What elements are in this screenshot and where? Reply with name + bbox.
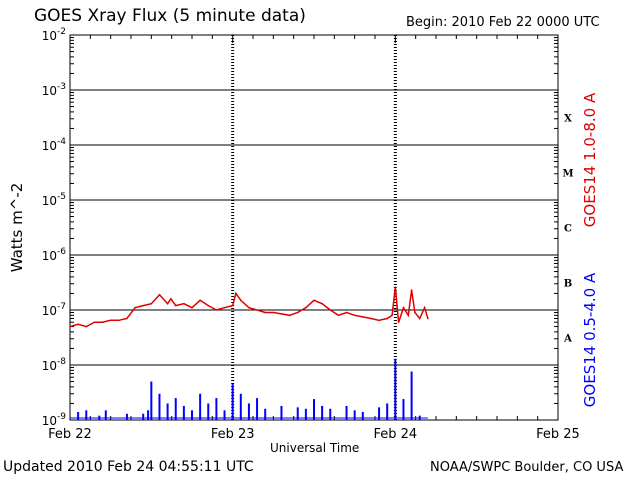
data-point (427, 317, 429, 320)
x-tick-label: Feb 23 (211, 427, 255, 442)
data-point (402, 306, 405, 309)
data-point (240, 299, 242, 302)
data-point (109, 319, 112, 322)
data-point (337, 314, 340, 317)
flare-class-label: M (562, 169, 573, 180)
data-point (345, 311, 348, 314)
data-point (362, 316, 364, 318)
data-point (199, 299, 201, 302)
series-legend-label: GOES14 0.5-4.0 A (581, 272, 599, 407)
data-point (386, 317, 389, 320)
y-tick-label: 10-6 (42, 247, 67, 263)
flare-class-label: A (563, 334, 572, 345)
data-point (223, 306, 226, 309)
data-point (101, 321, 104, 324)
data-point (248, 306, 250, 309)
data-point (134, 306, 136, 309)
y-tick-label: 10-5 (42, 192, 66, 208)
data-point (126, 317, 128, 320)
y-tick-label: 10-3 (42, 82, 66, 98)
x-tick-label: Feb 22 (48, 427, 92, 442)
data-point (414, 311, 416, 314)
data-point (296, 311, 299, 314)
data-point (313, 299, 315, 302)
flare-class-label: B (564, 279, 572, 290)
flare-class-label: C (564, 224, 572, 235)
data-point (370, 317, 372, 320)
data-point (423, 306, 426, 309)
y-tick-label: 10-4 (42, 137, 67, 153)
data-point (256, 309, 258, 311)
data-point (288, 314, 291, 317)
data-point (353, 314, 356, 317)
data-point (391, 314, 393, 317)
data-point (174, 304, 177, 307)
series-legend-label: GOES14 1.0-8.0 A (581, 92, 599, 227)
x-tick-label: Feb 24 (373, 427, 417, 442)
data-point (158, 293, 161, 296)
data-point (321, 302, 323, 305)
data-point (170, 297, 172, 300)
data-point (264, 311, 267, 314)
data-point (207, 304, 210, 307)
y-axis-title: Watts m^-2 (8, 183, 26, 273)
y-tick-label: 10-8 (42, 357, 67, 373)
data-point (305, 306, 307, 309)
begin-time-label: Begin: 2010 Feb 22 0000 UTC (406, 15, 600, 30)
data-point (397, 321, 400, 324)
series-line-long-channel (69, 287, 429, 328)
x-axis-title: Universal Time (270, 441, 360, 455)
data-point (235, 292, 237, 295)
data-point (142, 304, 144, 307)
data-point (215, 309, 218, 311)
data-point (77, 323, 79, 326)
data-point (118, 319, 120, 322)
data-point (378, 319, 380, 322)
data-point (150, 302, 153, 305)
data-point (410, 289, 413, 291)
updated-timestamp: Updated 2010 Feb 24 04:55:11 UTC (3, 459, 254, 475)
data-point (329, 309, 332, 311)
data-point (69, 325, 71, 328)
data-point (183, 302, 185, 305)
data-point (166, 302, 169, 305)
y-tick-label: 10-7 (42, 302, 66, 318)
data-point (93, 321, 96, 324)
plot-frame (69, 34, 559, 421)
data-point (85, 325, 88, 328)
chart-title: GOES Xray Flux (5 minute data) (34, 6, 306, 26)
data-point (191, 306, 193, 309)
data-point (272, 311, 275, 314)
credit-label: NOAA/SWPC Boulder, CO USA (430, 460, 624, 475)
y-tick-label: 10-2 (42, 27, 66, 43)
data-point (231, 304, 234, 307)
data-point (418, 317, 421, 320)
y-tick-label: 10-9 (42, 412, 67, 428)
flare-class-label: X (564, 114, 572, 125)
data-point (280, 313, 283, 315)
data-point (407, 314, 410, 317)
x-tick-label: Feb 25 (536, 427, 580, 442)
data-point (394, 286, 397, 288)
